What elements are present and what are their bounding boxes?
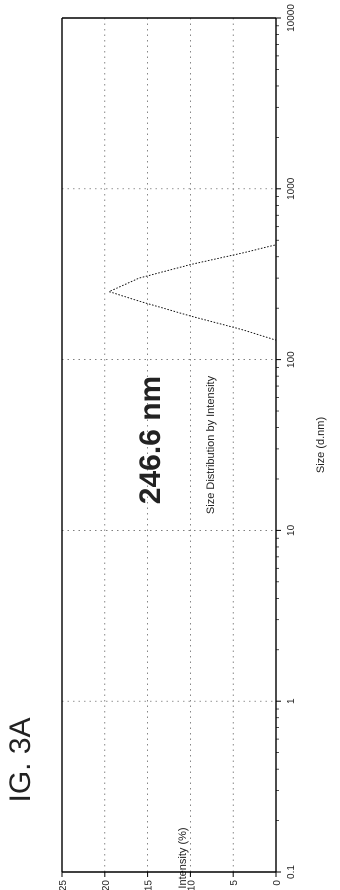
chart-title: Size Distribution by Intensity (205, 375, 217, 514)
x-tick-label: 1 (286, 698, 297, 704)
grid-lines (62, 18, 276, 872)
axes (62, 18, 276, 872)
tick-labels: 0.1 1 10 100 1000 10000 0 5 10 15 20 25 (58, 4, 297, 890)
x-tick-label: 10000 (286, 4, 297, 32)
x-tick-label: 100 (286, 351, 297, 368)
y-tick-label: 20 (101, 880, 112, 890)
x-tick-label: 1000 (286, 177, 297, 200)
x-tick-label: 0.1 (286, 865, 297, 879)
y-axis-label: Intensity (%) (177, 827, 189, 888)
figure-label: IG. 3A (4, 717, 37, 802)
x-tick-label: 10 (286, 524, 297, 536)
peak-annotation: 246.6 nm (134, 376, 167, 504)
y-tick-label: 0 (272, 880, 283, 886)
y-tick-label: 10 (186, 880, 197, 890)
x-axis-label: Size (d.nm) (315, 417, 327, 473)
y-tick-label: 15 (144, 880, 155, 890)
y-tick-label: 25 (58, 880, 69, 890)
y-tick-label: 5 (229, 880, 240, 886)
